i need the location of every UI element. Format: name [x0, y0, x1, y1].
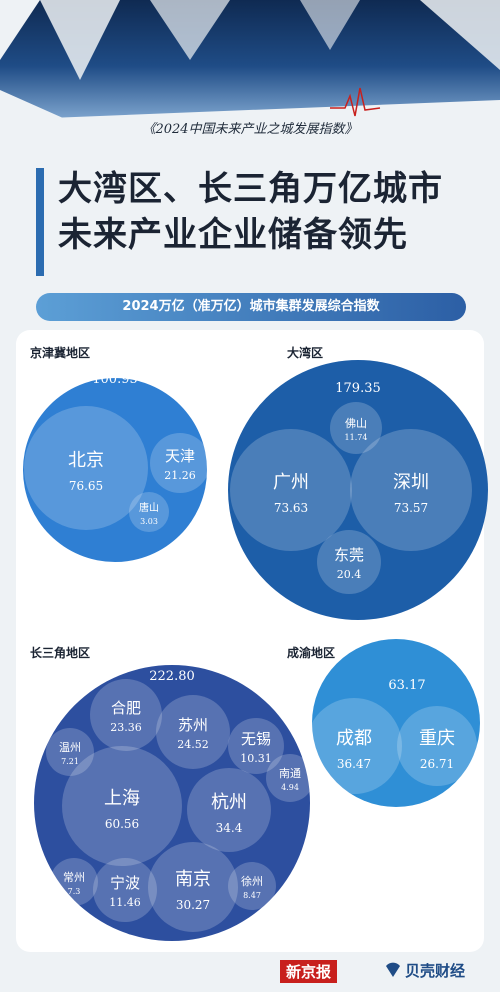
- city-bubble: [330, 402, 382, 454]
- region-label-jjj: 京津冀地区: [30, 346, 91, 360]
- city-bubble: [150, 433, 210, 493]
- city-value-label: 11.74: [345, 433, 368, 442]
- city-name-label: 徐州: [241, 874, 263, 888]
- city-name-label: 温州: [59, 741, 81, 754]
- city-name-label: 天津: [165, 447, 195, 465]
- city-bubble: [230, 429, 352, 551]
- city-name-label: 深圳: [393, 472, 429, 493]
- page-title: 大湾区、长三角万亿城市 未来产业企业储备领先: [58, 166, 443, 258]
- header-triangles: [0, 0, 500, 160]
- region-label-yrd: 长三角地区: [30, 646, 91, 660]
- city-bubble: [148, 842, 238, 932]
- city-name-label: 苏州: [178, 716, 208, 734]
- city-bubble: [187, 768, 271, 852]
- city-value-label: 11.46: [109, 896, 141, 909]
- city-name-label: 唐山: [139, 501, 159, 514]
- city-name-label: 佛山: [345, 417, 367, 430]
- city-name-label: 重庆: [419, 728, 455, 749]
- city-name-label: 宁波: [110, 874, 140, 892]
- city-value-label: 73.63: [274, 501, 308, 515]
- city-bubble: [50, 858, 98, 906]
- city-name-label: 上海: [104, 788, 140, 809]
- cluster-total-cy: 63.17: [388, 678, 425, 693]
- city-name-label: 北京: [68, 450, 104, 471]
- cluster-total-gba: 179.35: [335, 381, 381, 396]
- city-value-label: 23.36: [110, 721, 142, 734]
- city-value-label: 7.21: [61, 757, 79, 766]
- city-value-label: 60.56: [105, 817, 139, 831]
- city-bubble: [350, 429, 472, 551]
- city-value-label: 24.52: [177, 738, 209, 751]
- cluster-total-yrd: 222.80: [149, 669, 195, 684]
- city-name-label: 成都: [336, 728, 372, 749]
- city-name-label: 合肥: [111, 699, 141, 717]
- report-subtitle: 《2024中国未来产业之城发展指数》: [142, 122, 358, 137]
- city-value-label: 36.47: [337, 757, 371, 771]
- city-name-label: 南通: [279, 767, 301, 780]
- city-value-label: 21.26: [164, 469, 196, 482]
- title-line-1: 大湾区、长三角万亿城市: [58, 169, 443, 209]
- region-label-cy: 成渝地区: [287, 646, 336, 660]
- city-value-label: 30.27: [176, 898, 210, 912]
- city-bubble: [228, 862, 276, 910]
- city-bubble: [266, 754, 314, 802]
- cluster-total-jjj: 100.95: [92, 372, 138, 387]
- city-name-label: 东莞: [334, 546, 364, 564]
- cluster-bubble-gba: [228, 360, 488, 620]
- title-line-2: 未来产业企业储备领先: [58, 215, 408, 255]
- xinjingbao-logo: 新京报: [280, 960, 338, 983]
- city-value-label: 26.71: [420, 757, 454, 771]
- city-bubble: [317, 530, 381, 594]
- section-label: 2024万亿（准万亿）城市集群发展综合指数: [36, 293, 466, 321]
- city-bubble: [228, 718, 284, 774]
- city-bubble: [46, 728, 94, 776]
- city-name-label: 南京: [175, 869, 211, 890]
- city-bubble: [24, 406, 148, 530]
- title-accent-bar: [36, 168, 44, 276]
- city-name-label: 常州: [63, 871, 85, 884]
- city-bubble: [306, 698, 402, 794]
- city-bubble: [90, 679, 162, 751]
- cluster-bubble-jjj: [23, 378, 207, 562]
- beike-logo: 贝壳财经: [405, 962, 466, 980]
- city-bubble: [93, 858, 157, 922]
- city-value-label: 3.03: [140, 517, 158, 526]
- city-name-label: 无锡: [241, 730, 271, 748]
- city-value-label: 8.47: [243, 891, 261, 900]
- region-label-gba: 大湾区: [287, 346, 324, 360]
- city-value-label: 34.4: [216, 821, 243, 835]
- city-value-label: 7.3: [68, 887, 81, 896]
- city-value-label: 4.94: [281, 783, 299, 792]
- city-value-label: 73.57: [394, 501, 428, 515]
- city-value-label: 76.65: [69, 479, 103, 493]
- city-name-label: 广州: [273, 472, 309, 493]
- cluster-bubble-cy: [312, 639, 480, 807]
- city-bubble: [62, 746, 182, 866]
- city-name-label: 杭州: [211, 792, 247, 813]
- fan-logo-icon: [386, 962, 400, 977]
- city-bubble: [129, 492, 169, 532]
- city-bubble: [397, 706, 477, 786]
- city-value-label: 10.31: [240, 752, 272, 765]
- city-value-label: 20.4: [337, 568, 362, 581]
- cluster-bubble-yrd: [34, 665, 310, 941]
- city-bubble: [156, 695, 230, 769]
